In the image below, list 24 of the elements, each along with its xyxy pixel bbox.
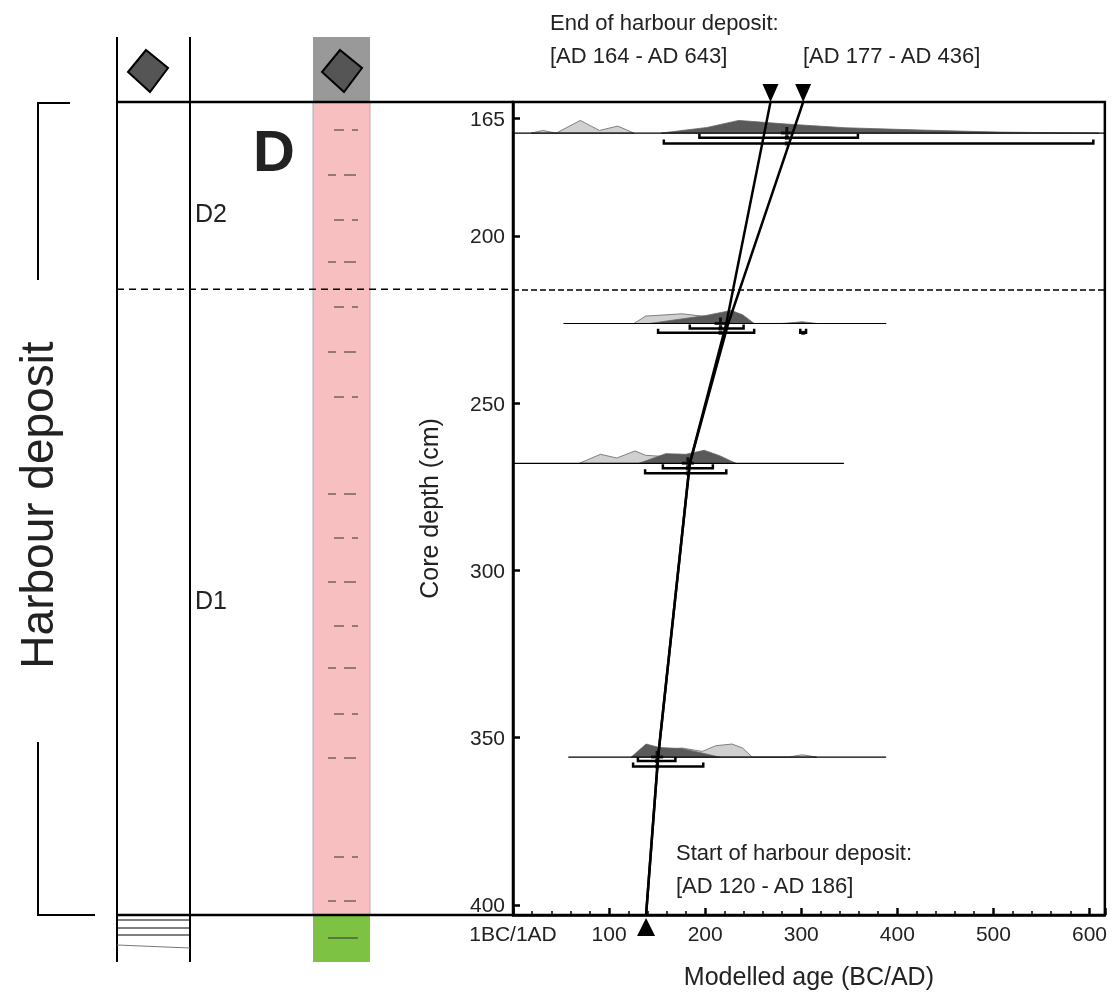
y-tick-label: 250	[469, 391, 505, 415]
x-tick-label: 100	[591, 922, 627, 945]
y-tick-label: 300	[469, 558, 505, 582]
x-axis-title: Modelled age (BC/AD)	[683, 961, 934, 990]
annotation: Start of harbour deposit:	[676, 839, 913, 865]
y-axis-title: Core depth (cm)	[414, 418, 443, 599]
y-tick-label: 400	[469, 893, 505, 917]
text: D2	[195, 199, 227, 227]
text: D1	[195, 586, 227, 614]
x-tick-label: 400	[879, 922, 915, 945]
y-tick-label: 200	[469, 224, 505, 248]
y-tick-label: 350	[469, 726, 505, 750]
text: End of harbour deposit:	[550, 9, 779, 35]
text: [AD 164 - AD 643]	[550, 42, 728, 68]
x-tick-label: 1BC/1AD	[469, 922, 557, 945]
x-tick-label: 600	[1071, 922, 1107, 945]
annotation: [AD 120 - AD 186]	[676, 872, 854, 898]
text: D	[253, 117, 295, 183]
x-tick-label: 500	[975, 922, 1011, 945]
x-tick-label: 300	[783, 922, 819, 945]
x-tick-label: 200	[687, 922, 723, 945]
y-tick-label: 165	[469, 107, 505, 131]
text: [AD 177 - AD 436]	[803, 42, 981, 68]
text: Harbour deposit	[11, 341, 63, 669]
